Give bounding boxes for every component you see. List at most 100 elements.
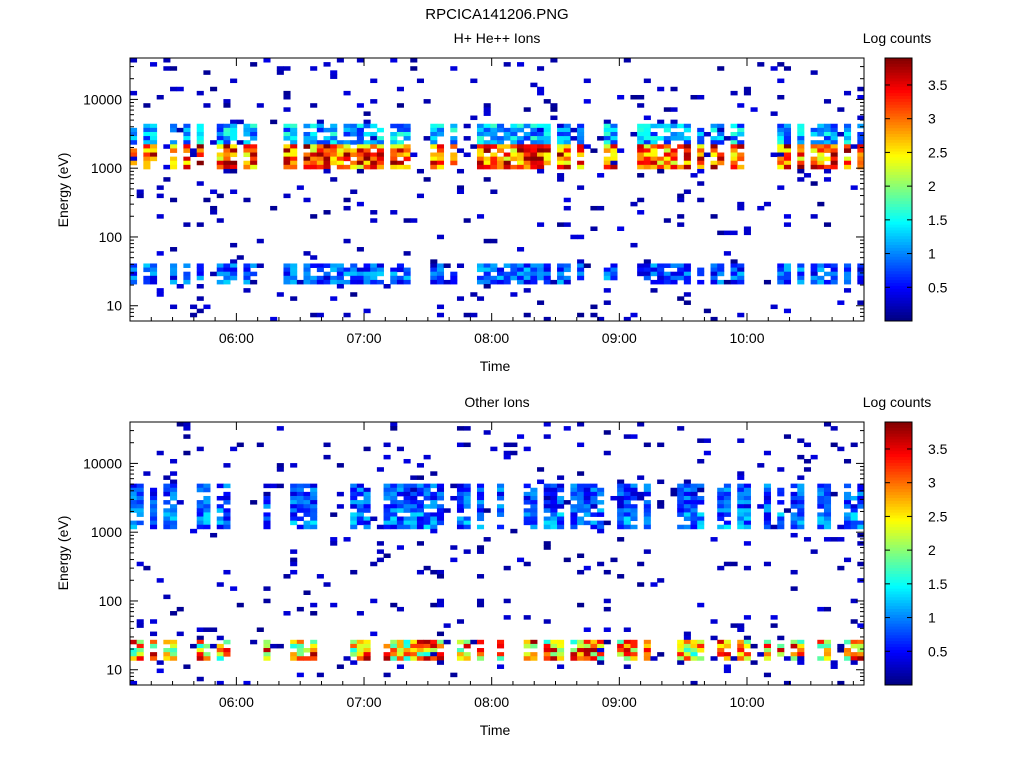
heatmap-cell bbox=[330, 267, 338, 273]
heatmap-cell bbox=[476, 267, 485, 273]
heatmap-cell bbox=[250, 639, 258, 645]
heatmap-cell bbox=[837, 680, 845, 686]
heatmap-cell bbox=[263, 524, 271, 530]
panel-title: Other Ions bbox=[464, 394, 529, 410]
heatmap-cell bbox=[857, 94, 865, 100]
colorbar-segment bbox=[885, 171, 912, 176]
heatmap-cell bbox=[850, 508, 858, 513]
heatmap-cell bbox=[517, 144, 525, 149]
heatmap-cell bbox=[263, 643, 271, 649]
heatmap-cell bbox=[517, 152, 525, 158]
heatmap-cell bbox=[223, 279, 231, 285]
heatmap-cell bbox=[263, 516, 271, 522]
heatmap-cell bbox=[743, 495, 751, 501]
heatmap-cell bbox=[436, 127, 445, 133]
heatmap-cell bbox=[150, 140, 158, 145]
heatmap-cell bbox=[563, 279, 571, 285]
heatmap-cell bbox=[797, 656, 805, 661]
heatmap-cell bbox=[830, 664, 838, 669]
heatmap-cell bbox=[823, 263, 832, 268]
heatmap-cell bbox=[697, 164, 705, 170]
heatmap-cell bbox=[216, 263, 224, 268]
heatmap-cell bbox=[537, 156, 545, 162]
heatmap-cell bbox=[783, 279, 791, 285]
heatmap-cell bbox=[196, 648, 204, 653]
heatmap-cell bbox=[283, 131, 291, 137]
heatmap-cell bbox=[316, 279, 324, 285]
heatmap-cell bbox=[503, 156, 511, 162]
heatmap-cell bbox=[423, 565, 431, 571]
colorbar-segment bbox=[885, 603, 912, 607]
colorbar-segment bbox=[885, 638, 912, 642]
heatmap-cell bbox=[590, 483, 598, 489]
colorbar-segment bbox=[885, 521, 912, 525]
heatmap-cell bbox=[677, 214, 685, 219]
heatmap-cell bbox=[737, 652, 745, 657]
heatmap-cell bbox=[430, 144, 438, 149]
heatmap-cell bbox=[570, 234, 578, 240]
colorbar-segment bbox=[885, 294, 912, 299]
heatmap-cell bbox=[557, 164, 565, 170]
heatmap-cell bbox=[803, 467, 812, 472]
heatmap-cell bbox=[290, 569, 298, 575]
heatmap-cell bbox=[343, 90, 351, 96]
heatmap-cell bbox=[603, 569, 611, 575]
heatmap-cell bbox=[677, 136, 685, 141]
colorbar-segment bbox=[885, 585, 912, 590]
heatmap-cell bbox=[330, 131, 338, 137]
heatmap-cell bbox=[543, 619, 551, 624]
heatmap-cell bbox=[857, 152, 865, 158]
heatmap-cell bbox=[557, 275, 565, 281]
colorbar-segment bbox=[885, 204, 912, 208]
heatmap-cell bbox=[216, 680, 224, 686]
plot-frame bbox=[129, 421, 865, 686]
heatmap-cell bbox=[823, 643, 832, 649]
heatmap-cell bbox=[463, 643, 471, 649]
heatmap-cell bbox=[537, 90, 545, 96]
heatmap-cell bbox=[310, 275, 318, 281]
heatmap-cell bbox=[450, 140, 458, 145]
heatmap-cell bbox=[156, 450, 164, 456]
heatmap-cell bbox=[350, 279, 358, 285]
heatmap-cell bbox=[423, 524, 431, 530]
heatmap-cell bbox=[817, 160, 825, 166]
heatmap-cell bbox=[503, 450, 511, 456]
heatmap-cell bbox=[410, 639, 418, 645]
heatmap-cell bbox=[843, 279, 852, 285]
heatmap-cell bbox=[763, 483, 771, 489]
heatmap-cell bbox=[737, 279, 745, 285]
heatmap-cell bbox=[290, 639, 298, 645]
heatmap-cell bbox=[363, 111, 371, 116]
heatmap-cell bbox=[850, 144, 858, 149]
heatmap-cell bbox=[476, 140, 485, 145]
heatmap-cell bbox=[156, 292, 164, 297]
heatmap-cell bbox=[843, 131, 852, 137]
heatmap-cell bbox=[283, 263, 291, 268]
heatmap-cell bbox=[456, 516, 465, 522]
heatmap-cell bbox=[817, 516, 825, 522]
heatmap-cell bbox=[350, 148, 358, 153]
heatmap-cell bbox=[163, 520, 171, 526]
heatmap-cell bbox=[216, 160, 224, 166]
heatmap-cell bbox=[416, 569, 424, 575]
heatmap-cell bbox=[717, 267, 725, 273]
heatmap-cell bbox=[590, 491, 598, 497]
heatmap-cell bbox=[410, 516, 418, 522]
heatmap-cell bbox=[503, 454, 511, 460]
heatmap-cell bbox=[603, 275, 611, 281]
heatmap-cell bbox=[577, 520, 585, 526]
heatmap-cell bbox=[583, 643, 591, 649]
heatmap-cell bbox=[463, 442, 471, 448]
heatmap-cell bbox=[470, 312, 478, 318]
heatmap-cell bbox=[436, 656, 445, 661]
heatmap-cell bbox=[630, 495, 638, 501]
heatmap-cell bbox=[230, 160, 238, 166]
heatmap-cell bbox=[577, 127, 585, 133]
heatmap-cell bbox=[436, 234, 445, 240]
heatmap-cell bbox=[697, 271, 705, 277]
colorbar-segment bbox=[885, 262, 912, 266]
heatmap-cell bbox=[410, 648, 418, 653]
heatmap-cell bbox=[216, 152, 224, 158]
heatmap-cell bbox=[717, 131, 725, 137]
heatmap-cell bbox=[603, 450, 611, 456]
